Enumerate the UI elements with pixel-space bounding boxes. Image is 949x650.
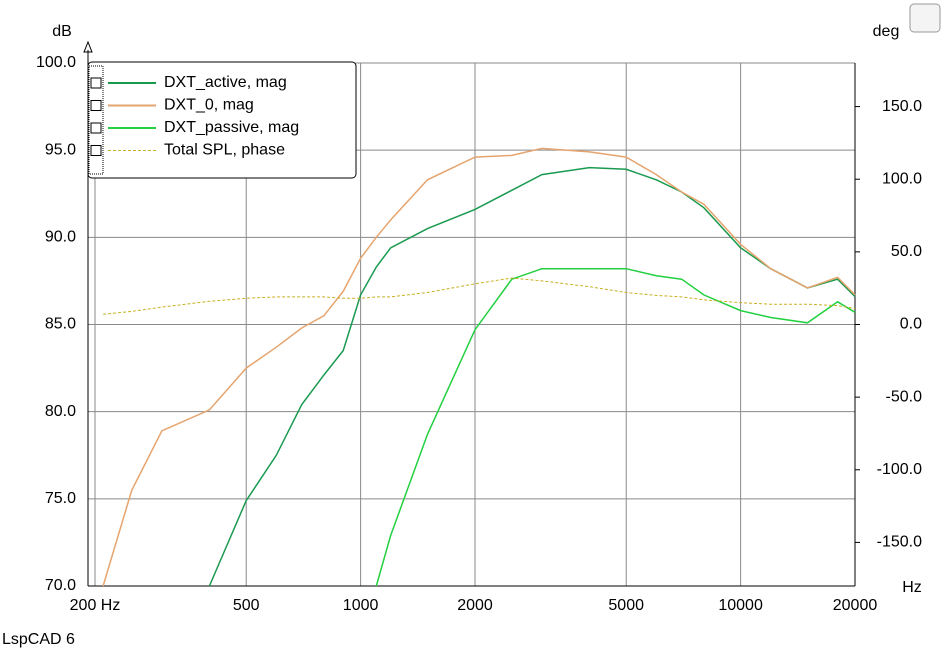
series-line	[102, 147, 856, 587]
series-line	[208, 166, 856, 587]
y2-tick-label: 150.0	[882, 98, 922, 115]
y-unit: dB	[52, 23, 72, 40]
y2-tick-label: 0.0	[900, 316, 922, 333]
legend-checkbox[interactable]	[90, 122, 102, 134]
x-unit: Hz	[902, 579, 922, 596]
legend-checkbox[interactable]	[90, 77, 102, 89]
y2-tick-label: 50.0	[891, 243, 922, 260]
y2-tick-label: -50.0	[886, 388, 923, 405]
x-tick-label: 10000	[718, 597, 763, 614]
y2-tick-label: -150.0	[877, 534, 922, 551]
legend-label: DXT_passive, mag	[164, 119, 299, 136]
app-label: LspCAD 6	[2, 631, 75, 648]
x-tick-label: 1000	[343, 597, 379, 614]
y-tick-label: 95.0	[45, 141, 76, 158]
y-tick-label: 100.0	[36, 54, 76, 71]
legend-label: Total SPL, phase	[164, 142, 285, 159]
y-tick-label: 80.0	[45, 403, 76, 420]
legend-checkbox[interactable]	[90, 145, 102, 156]
legend-box	[87, 61, 357, 179]
y-tick-label: 75.0	[45, 490, 76, 507]
y2-tick-label: 100.0	[882, 170, 922, 187]
series-line	[375, 267, 856, 587]
legend-focus	[88, 65, 104, 175]
y2-tick-label: -100.0	[877, 461, 922, 478]
x-tick-label: 200 Hz	[70, 597, 121, 614]
legend-label: DXT_active, mag	[164, 74, 287, 91]
y2-unit: deg	[873, 23, 900, 40]
legend-label: DXT_0, mag	[164, 97, 254, 114]
y-tick-label: 85.0	[45, 316, 76, 333]
x-tick-label: 500	[233, 597, 260, 614]
x-tick-label: 2000	[457, 597, 493, 614]
legend-checkbox[interactable]	[90, 100, 102, 111]
legend: DXT_active, mag DXT_0, mag DXT_passive, ma…	[87, 61, 357, 179]
y-tick-label: 90.0	[45, 229, 76, 246]
window-button[interactable]	[909, 3, 941, 33]
x-tick-label: 5000	[608, 597, 644, 614]
series-line	[103, 277, 856, 315]
x-tick-label: 20000	[833, 597, 878, 614]
y-tick-label: 70.0	[45, 577, 76, 594]
